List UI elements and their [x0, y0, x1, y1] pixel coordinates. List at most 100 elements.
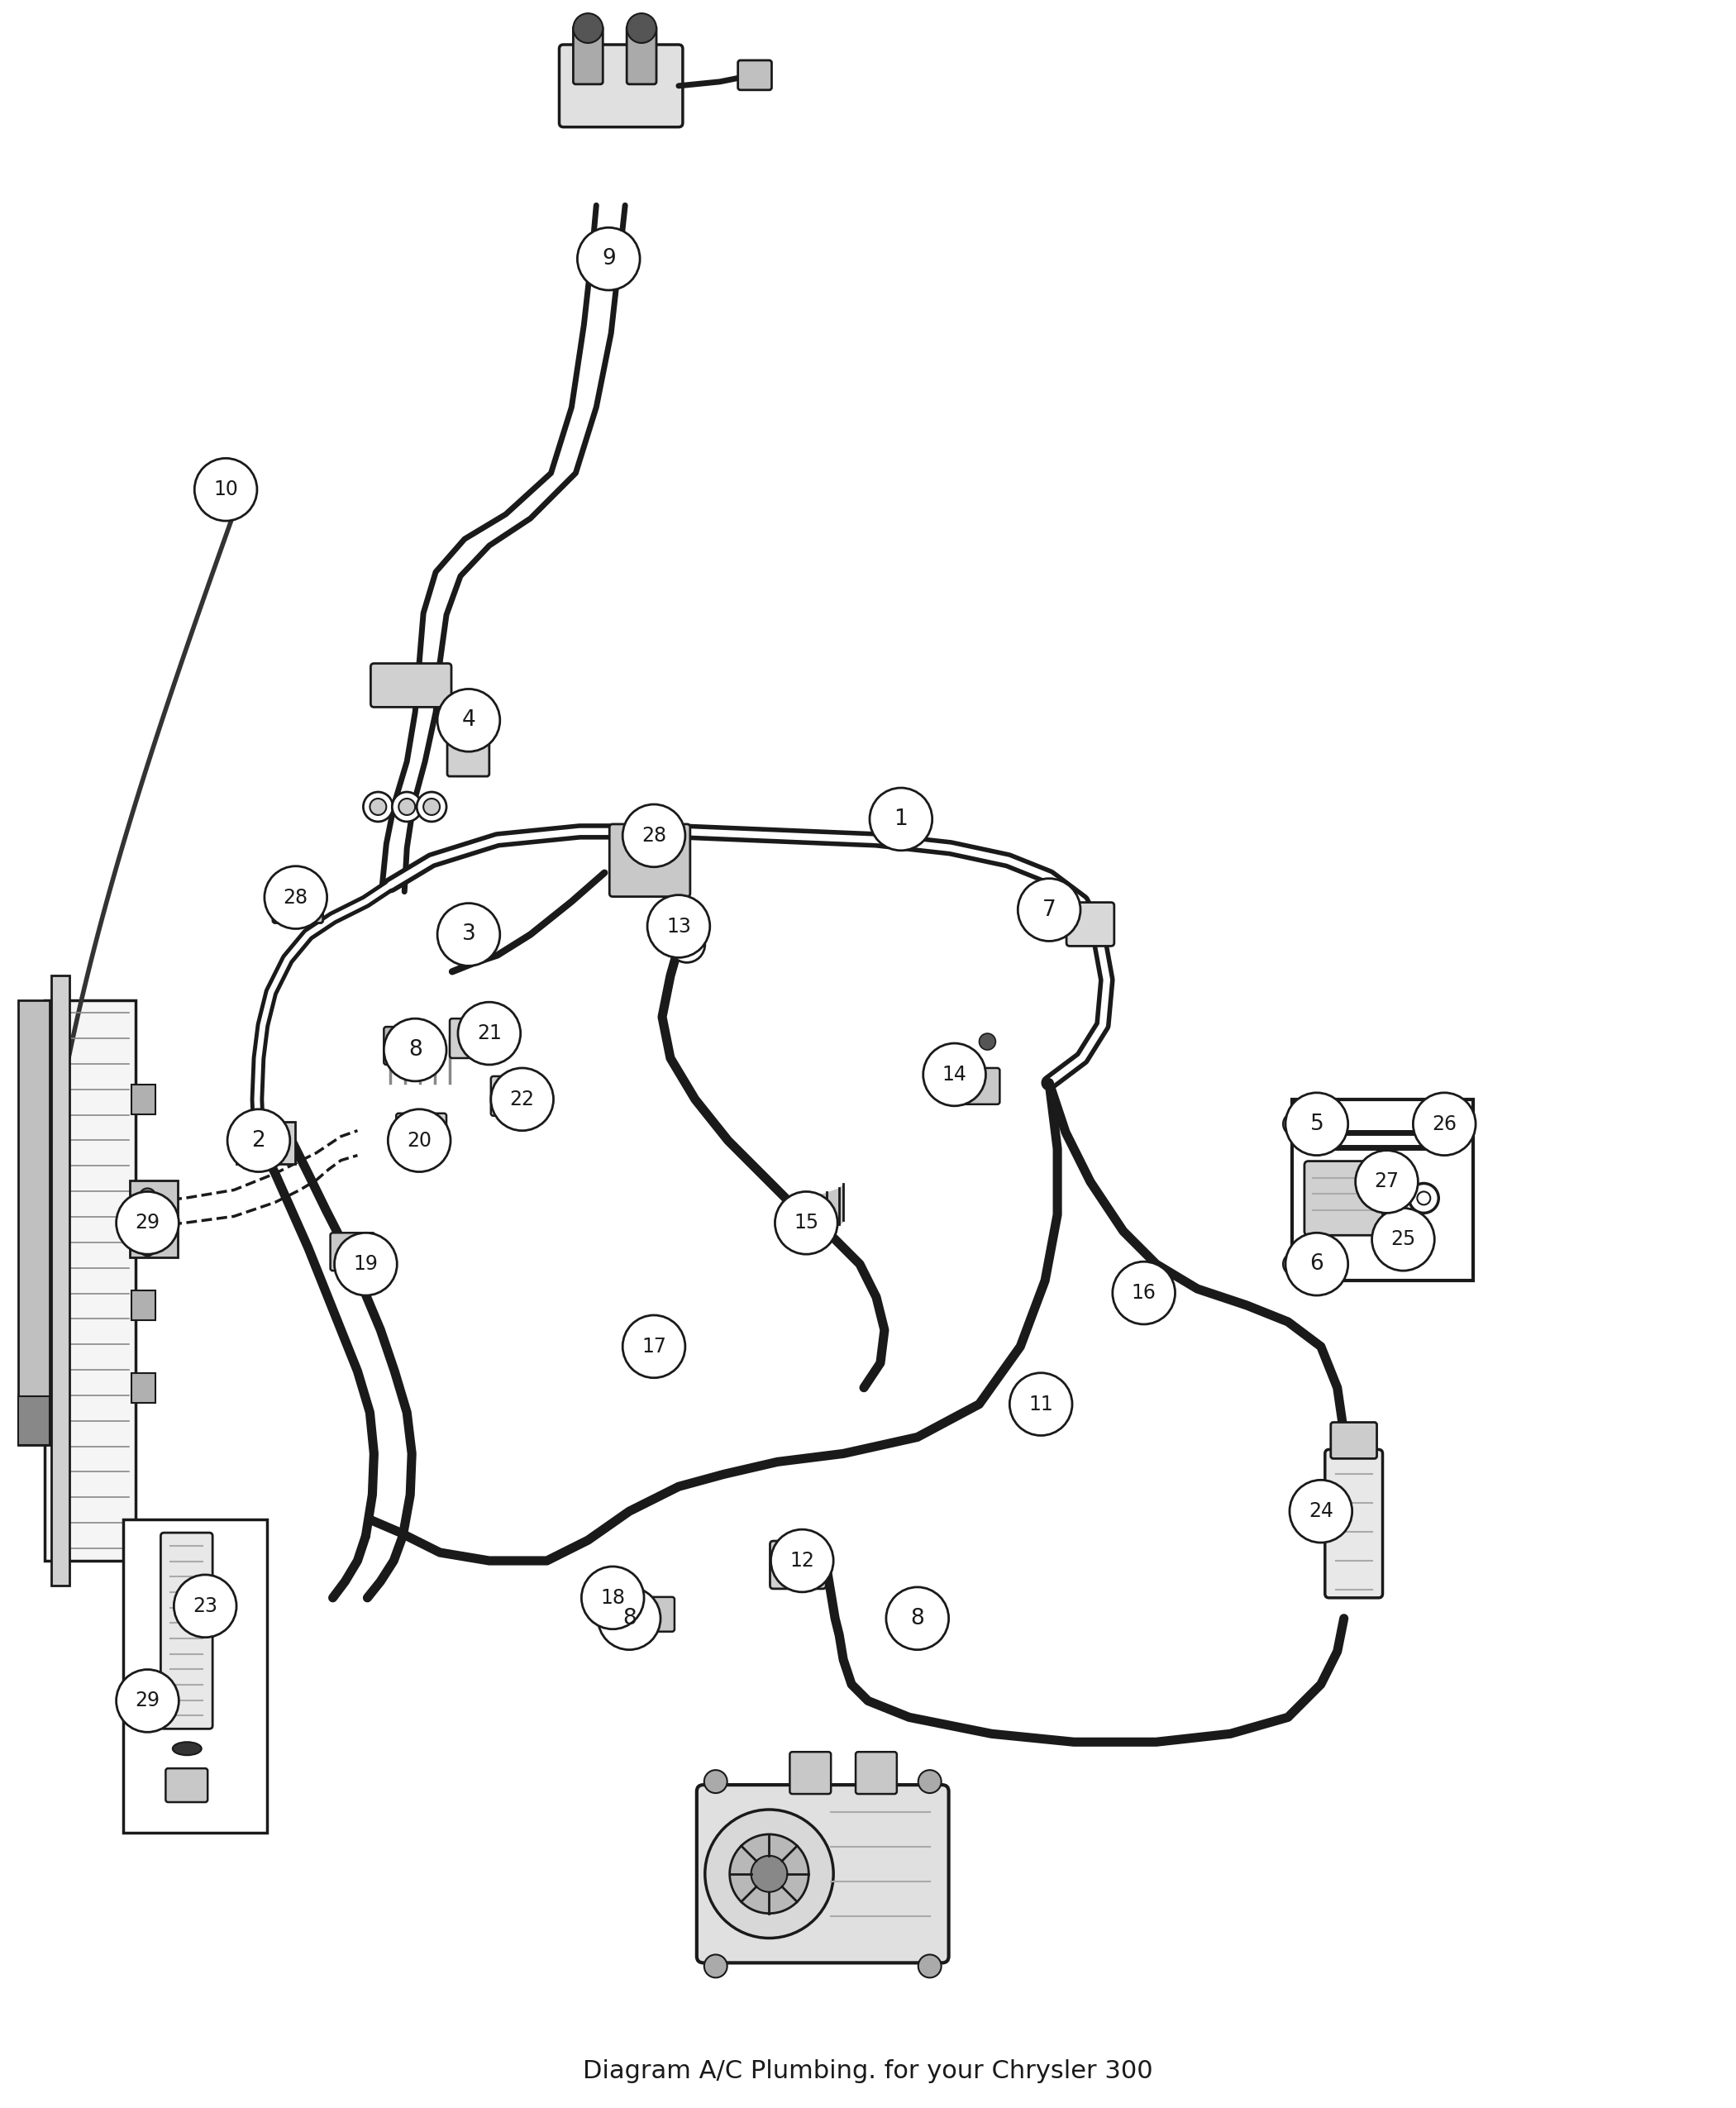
Text: 10: 10	[214, 481, 238, 500]
FancyBboxPatch shape	[1304, 1162, 1382, 1235]
Text: 28: 28	[642, 826, 667, 845]
FancyBboxPatch shape	[19, 1395, 50, 1446]
Circle shape	[729, 1834, 809, 1914]
Circle shape	[1290, 1480, 1352, 1543]
FancyBboxPatch shape	[450, 1018, 496, 1058]
Text: 20: 20	[406, 1130, 432, 1151]
Circle shape	[1285, 1233, 1349, 1296]
FancyBboxPatch shape	[273, 881, 323, 923]
Circle shape	[1417, 1191, 1430, 1206]
Text: 6: 6	[1311, 1254, 1323, 1275]
Circle shape	[227, 1109, 290, 1172]
Text: 8: 8	[621, 1608, 635, 1629]
Circle shape	[384, 1018, 446, 1081]
Text: 8: 8	[910, 1608, 924, 1629]
Circle shape	[139, 1240, 156, 1256]
FancyBboxPatch shape	[384, 1027, 425, 1065]
Circle shape	[470, 925, 484, 938]
FancyBboxPatch shape	[856, 1752, 898, 1794]
Text: 16: 16	[1132, 1284, 1156, 1303]
Text: 14: 14	[943, 1065, 967, 1084]
Circle shape	[705, 1954, 727, 1977]
Circle shape	[1283, 1113, 1305, 1136]
Circle shape	[139, 1189, 156, 1206]
Text: 9: 9	[602, 249, 616, 270]
FancyBboxPatch shape	[609, 824, 691, 896]
FancyBboxPatch shape	[738, 61, 773, 91]
Text: 13: 13	[667, 917, 691, 936]
FancyBboxPatch shape	[573, 25, 602, 84]
FancyBboxPatch shape	[161, 1533, 212, 1729]
Circle shape	[491, 1069, 554, 1130]
FancyBboxPatch shape	[465, 919, 491, 944]
FancyBboxPatch shape	[634, 1598, 675, 1632]
Circle shape	[194, 457, 257, 521]
FancyBboxPatch shape	[132, 1290, 156, 1320]
Circle shape	[679, 936, 694, 953]
Circle shape	[870, 788, 932, 850]
Circle shape	[1371, 1208, 1434, 1271]
Circle shape	[1010, 1372, 1073, 1436]
Circle shape	[705, 1771, 727, 1794]
Circle shape	[417, 793, 446, 822]
Ellipse shape	[172, 1741, 201, 1756]
Text: 4: 4	[462, 710, 476, 731]
Circle shape	[1356, 1151, 1418, 1212]
Text: 28: 28	[283, 887, 309, 906]
Text: 15: 15	[793, 1212, 819, 1233]
Circle shape	[116, 1670, 179, 1733]
Circle shape	[363, 793, 392, 822]
Circle shape	[387, 1109, 451, 1172]
Circle shape	[924, 1043, 986, 1107]
Circle shape	[752, 1855, 788, 1893]
Text: 8: 8	[408, 1039, 422, 1060]
Circle shape	[623, 1315, 686, 1379]
Text: 27: 27	[1375, 1172, 1399, 1191]
FancyBboxPatch shape	[1066, 902, 1115, 946]
Circle shape	[1389, 1183, 1418, 1212]
Circle shape	[399, 799, 415, 816]
Circle shape	[573, 13, 602, 42]
Circle shape	[174, 1575, 236, 1638]
Circle shape	[335, 1233, 398, 1296]
Circle shape	[392, 793, 422, 822]
Circle shape	[116, 1191, 179, 1254]
Circle shape	[1113, 1263, 1175, 1324]
Circle shape	[424, 799, 439, 816]
Text: 5: 5	[1311, 1113, 1323, 1134]
Text: 12: 12	[790, 1551, 814, 1570]
Circle shape	[885, 1587, 948, 1651]
FancyBboxPatch shape	[491, 1077, 536, 1115]
Circle shape	[597, 1587, 660, 1651]
Text: 18: 18	[601, 1587, 625, 1608]
Circle shape	[648, 896, 710, 957]
FancyBboxPatch shape	[165, 1769, 208, 1802]
Circle shape	[437, 902, 500, 965]
FancyBboxPatch shape	[1292, 1098, 1474, 1280]
Circle shape	[1017, 879, 1080, 940]
FancyBboxPatch shape	[627, 25, 656, 84]
Text: 3: 3	[462, 923, 476, 944]
Circle shape	[705, 1809, 833, 1937]
FancyBboxPatch shape	[1332, 1423, 1377, 1459]
Circle shape	[979, 1033, 996, 1050]
Text: Diagram A/C Plumbing. for your Chrysler 300: Diagram A/C Plumbing. for your Chrysler …	[583, 2060, 1153, 2083]
FancyBboxPatch shape	[236, 1121, 295, 1164]
Text: 29: 29	[135, 1212, 160, 1233]
FancyBboxPatch shape	[372, 664, 451, 706]
Circle shape	[582, 1566, 644, 1629]
Circle shape	[918, 1954, 941, 1977]
Circle shape	[437, 689, 500, 753]
FancyBboxPatch shape	[790, 1752, 832, 1794]
Circle shape	[264, 866, 326, 930]
Text: 2: 2	[252, 1130, 266, 1151]
Text: 29: 29	[135, 1691, 160, 1712]
Circle shape	[620, 1600, 656, 1636]
Circle shape	[578, 228, 641, 291]
FancyBboxPatch shape	[1325, 1450, 1382, 1598]
Circle shape	[1127, 1277, 1156, 1307]
Text: 21: 21	[477, 1024, 502, 1043]
Circle shape	[1413, 1092, 1476, 1155]
FancyBboxPatch shape	[50, 976, 69, 1585]
Text: 23: 23	[193, 1596, 217, 1617]
